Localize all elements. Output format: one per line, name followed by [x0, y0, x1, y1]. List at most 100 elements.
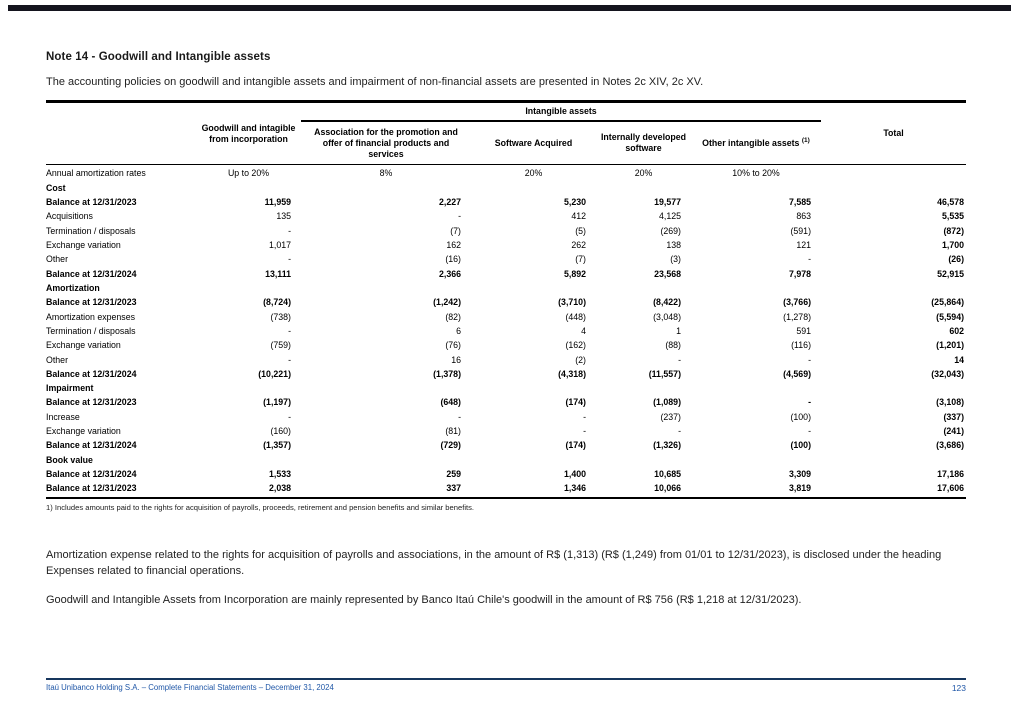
section-filler — [196, 381, 966, 395]
cell-value: (81) — [445, 426, 461, 437]
cell-value: 1,400 — [563, 469, 586, 480]
cell-value: 2,366 — [438, 268, 461, 279]
row-label: Book value — [46, 454, 93, 465]
cell-value: (100) — [790, 411, 812, 422]
cell-total: (25,864) — [931, 297, 965, 308]
cell-value: - — [808, 354, 812, 365]
cell-value: (1,357) — [263, 440, 291, 451]
cell-value: 138 — [666, 240, 681, 251]
cell-value: 591 — [796, 325, 812, 336]
cell-total: (26) — [948, 254, 965, 265]
table-row: Increase - - - (237) (100) (337) — [46, 410, 966, 424]
cell-value: 4,125 — [658, 211, 681, 222]
header-software-acquired: Software Acquired — [471, 120, 596, 166]
table-row: Balance at 12/31/2024 1,533 259 1,400 10,685… — [46, 467, 966, 481]
goodwill-intangibles-table: Goodwill and intagible from incorporatio… — [46, 99, 967, 500]
header-total: Total — [821, 99, 967, 166]
cell-value: (160) — [270, 426, 291, 437]
header-other-intangibles-label: Other intangible assets — [702, 138, 800, 149]
table-footnote: 1) Includes amounts paid to the rights f… — [46, 503, 475, 513]
cell-total: (337) — [943, 411, 965, 422]
cell-value: (5) — [575, 225, 586, 236]
row-label: Annual amortization rates — [46, 168, 146, 179]
cell-value: 1 — [676, 325, 681, 336]
cell-value: (10,221) — [258, 368, 291, 379]
table-row: Other - 16 (2) - - 14 — [46, 353, 966, 367]
cell-value: 2,038 — [196, 481, 301, 500]
cell-value: (448) — [565, 311, 586, 322]
cell-value: 2,227 — [438, 197, 461, 208]
cell-total: 1,700 — [942, 240, 965, 251]
cell-total — [821, 165, 966, 181]
row-label: Balance at 12/31/2023 — [46, 481, 196, 500]
cell-value: (16) — [445, 254, 461, 265]
intro-paragraph: The accounting policies on goodwill and … — [46, 76, 704, 88]
document-body: Note 14 - Goodwill and Intangible assets… — [46, 51, 973, 608]
table-row: Balance at 12/31/2023 (1,197) (648) (174) (1… — [46, 396, 966, 410]
cell-total: 602 — [949, 325, 965, 336]
row-label: Impairment — [46, 383, 94, 394]
cell-value: 262 — [571, 240, 586, 251]
header-association: Association for the promotion and offer … — [301, 120, 471, 166]
cell-value: 8% — [379, 168, 393, 179]
table-row: Impairment — [46, 381, 966, 395]
row-label: Termination / disposals — [46, 325, 136, 336]
row-label: Exchange variation — [46, 240, 121, 251]
cell-total: 17,606 — [821, 481, 967, 500]
cell-value: (3) — [670, 254, 681, 265]
cell-value: 20% — [634, 168, 653, 179]
cell-value: (162) — [565, 340, 586, 351]
amortization-expense-paragraph: Amortization expense related to the righ… — [46, 549, 942, 577]
row-label: Balance at 12/31/2023 — [46, 197, 137, 208]
header-other-intangibles: Other intangible assets (1) — [691, 120, 822, 166]
row-label: Exchange variation — [46, 426, 121, 437]
cell-value: (269) — [660, 225, 681, 236]
cell-value: 259 — [446, 469, 461, 480]
cell-value: 7,978 — [789, 268, 812, 279]
table-row: Balance at 12/31/2023 11,959 2,227 5,230 19,… — [46, 195, 966, 209]
cell-value: (11,557) — [648, 368, 681, 379]
cell-value: 10,066 — [596, 481, 691, 500]
cell-value: 10,685 — [654, 469, 681, 480]
cell-value: - — [678, 426, 681, 437]
cell-value: (116) — [791, 340, 812, 351]
header-goodwill-incorporation: Goodwill and intagible from incorporatio… — [196, 99, 301, 166]
cell-value: - — [583, 426, 586, 437]
footer-document-title: Itaú Unibanco Holding S.A. – Complete Fi… — [46, 683, 334, 692]
cell-value: 3,819 — [691, 481, 822, 500]
cell-value: (1,089) — [653, 397, 681, 408]
cell-value: 1,017 — [268, 240, 291, 251]
table-row: Balance at 12/31/2023 (8,724) (1,242) (3,71… — [46, 296, 966, 310]
row-label: Balance at 12/31/2024 — [46, 440, 137, 451]
cell-value: (738) — [270, 311, 291, 322]
cell-value: 10% to 20% — [732, 168, 780, 179]
cell-value: (2) — [575, 354, 586, 365]
footnote-ref-icon: (1) — [801, 137, 810, 145]
cell-value: (1,326) — [653, 440, 681, 451]
cell-value: - — [678, 354, 681, 365]
cell-value: (729) — [440, 440, 461, 451]
cell-value: (1,278) — [783, 311, 812, 322]
table-row: Amortization expenses (738) (82) (448) (3,04… — [46, 310, 966, 324]
cell-value: - — [288, 254, 291, 265]
note-title: Note 14 - Goodwill and Intangible assets — [46, 51, 271, 63]
header-intangible-assets-group: Intangible assets — [301, 99, 822, 123]
cell-value: (4,318) — [558, 368, 586, 379]
cell-total: (1,201) — [936, 340, 965, 351]
table-row: Amortization — [46, 281, 966, 295]
cell-total: (5,594) — [936, 311, 965, 322]
row-label: Balance at 12/31/2024 — [46, 368, 137, 379]
page-footer: Itaú Unibanco Holding S.A. – Complete Fi… — [46, 678, 966, 693]
row-label: Cost — [46, 182, 66, 193]
cell-value: (3,710) — [558, 297, 586, 308]
table-header-group-row: Goodwill and intagible from incorporatio… — [46, 99, 967, 166]
cell-value: (174) — [565, 397, 586, 408]
table-row: Acquisitions 135 - 412 4,125 863 5,535 — [46, 210, 966, 224]
table-row: Exchange variation (160) (81) - - - (241) — [46, 424, 966, 438]
cell-value: - — [808, 426, 812, 437]
table-row: Exchange variation 1,017 162 262 138 121 1,700 — [46, 238, 966, 252]
table-row: Other - (16) (7) (3) - (26) — [46, 253, 966, 267]
cell-value: 5,892 — [563, 268, 586, 279]
header-blank-cell — [46, 99, 196, 166]
row-label: Increase — [46, 411, 80, 422]
